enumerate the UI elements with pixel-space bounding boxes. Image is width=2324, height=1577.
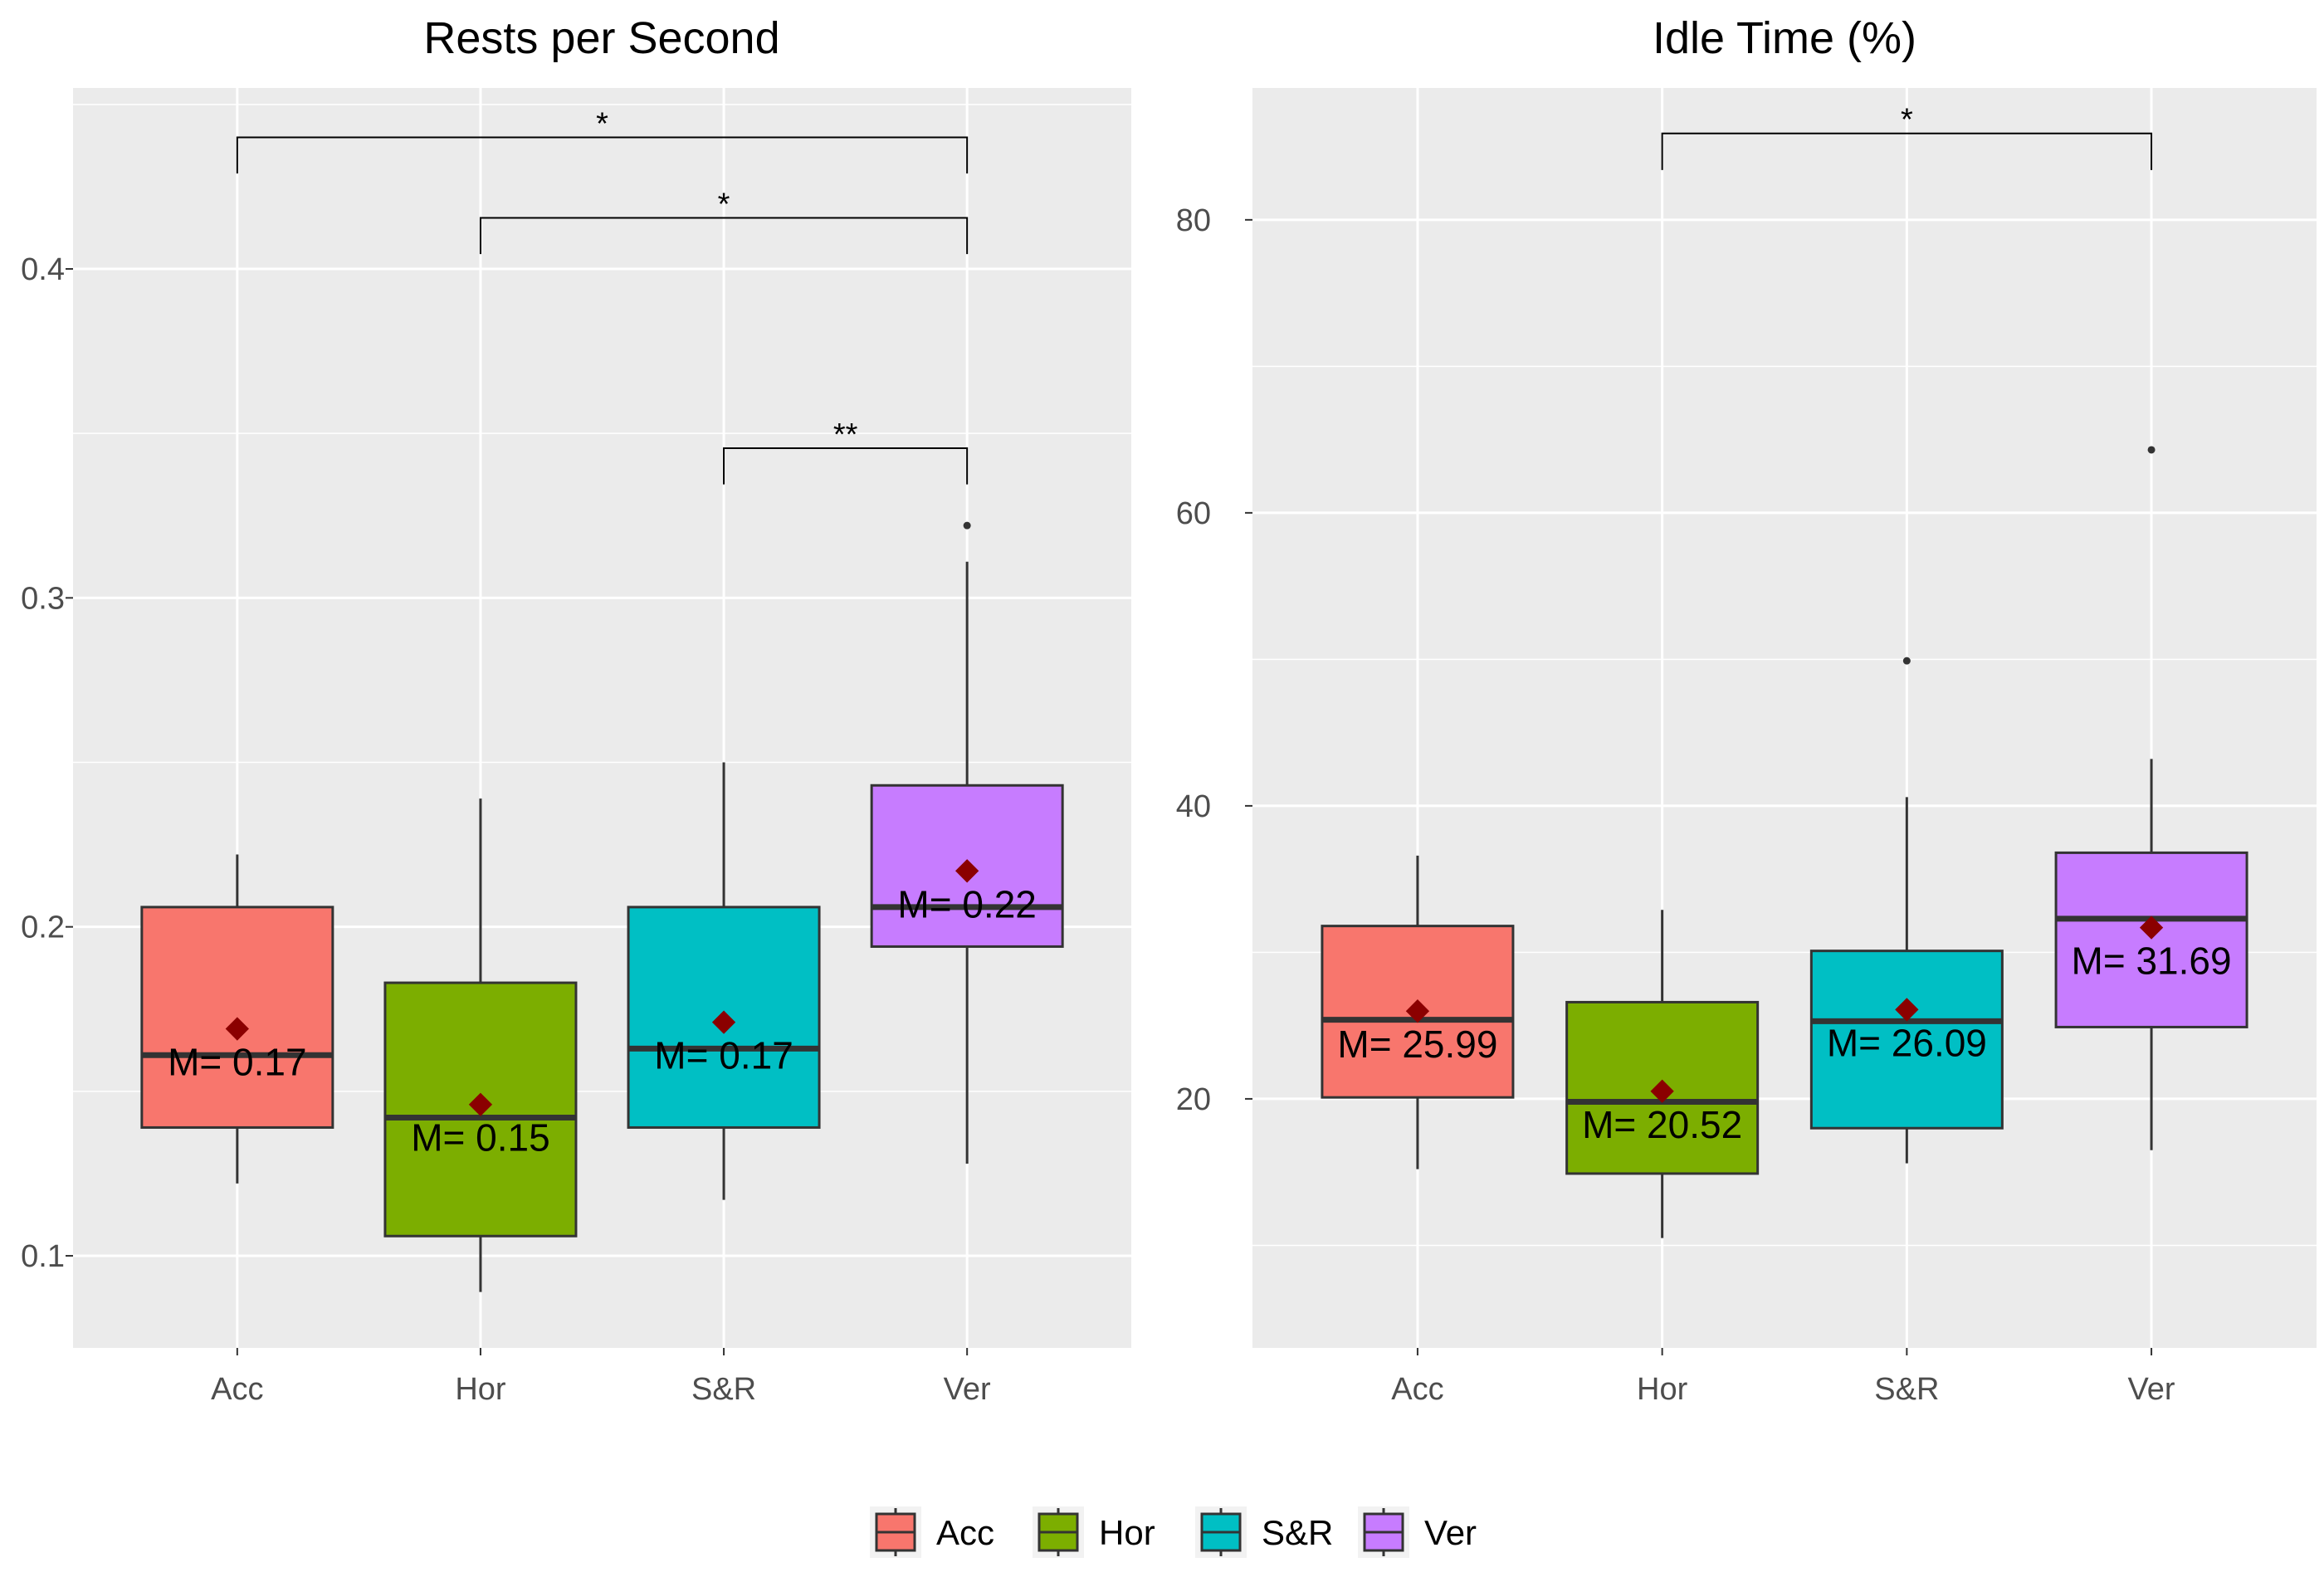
y-tick-label: 40 (1176, 789, 1211, 824)
bracket-line (1661, 132, 2153, 170)
y-tick-label: 0.1 (21, 1239, 65, 1274)
y-tick-label: 0.3 (21, 581, 65, 616)
panel-title: Idle Time (%) (1653, 13, 1916, 63)
mean-marker (2139, 915, 2164, 940)
mean-label: M= 26.09 (1827, 1021, 1987, 1064)
legend-label: Ver (1424, 1513, 1477, 1552)
legend-label: Acc (936, 1513, 994, 1552)
mean-label: M= 0.15 (411, 1116, 550, 1160)
outlier-point (2147, 446, 2156, 454)
bracket-line (479, 217, 969, 255)
box-sr: M= 0.17 (627, 762, 821, 1200)
y-tick-label: 20 (1176, 1082, 1211, 1117)
mean-marker (955, 859, 979, 883)
mean-label: M= 31.69 (2072, 940, 2232, 983)
panel-rests-per-second: Rests per Second 0.1 0.2 0.3 0.4 Acc Hor S&R Ve… (21, 13, 1131, 1407)
bracket-line (236, 136, 969, 174)
box-hor: M= 20.52 (1565, 910, 1760, 1238)
mean-label: M= 0.17 (168, 1041, 307, 1084)
box-ver: M= 0.22 (870, 521, 1064, 1164)
x-tick-label: Ver (944, 1372, 991, 1407)
mean-marker (468, 1092, 493, 1116)
box-sr: M= 26.09 (1809, 657, 2004, 1164)
x-tick-label: Hor (455, 1372, 506, 1407)
mean-marker (1405, 999, 1430, 1023)
significance-bracket: ** (723, 417, 969, 485)
mean-label: M= 20.52 (1582, 1103, 1742, 1146)
y-tick-label: 60 (1176, 496, 1211, 531)
box-body (1809, 950, 2004, 1130)
x-tick-label: Acc (211, 1372, 263, 1407)
mean-label: M= 0.17 (654, 1034, 793, 1077)
legend-label: S&R (1262, 1513, 1333, 1552)
legend-item-hor: Hor (1033, 1506, 1155, 1558)
panel-idle-time: Idle Time (%) 20 40 60 80 Acc Hor S&R Ver M= 25.… (1176, 13, 2317, 1407)
plot-area: 0.1 0.2 0.3 0.4 Acc Hor S&R Ver M= 0.17 M= 0.15 M=… (21, 88, 1131, 1407)
outlier-point (1902, 657, 1911, 665)
box-acc: M= 0.17 (140, 854, 334, 1184)
x-tick-label: S&R (1874, 1372, 1939, 1407)
x-tick-label: Ver (2128, 1372, 2175, 1407)
significance-label: * (718, 188, 730, 222)
significance-label: * (1901, 103, 1913, 138)
plot-area: 20 40 60 80 Acc Hor S&R Ver M= 25.99 M= 20.52 M= 2… (1176, 88, 2317, 1407)
bracket-line (723, 447, 969, 485)
mean-marker (1650, 1079, 1674, 1103)
legend-item-acc: Acc (870, 1506, 994, 1558)
y-tick-label: 80 (1176, 203, 1211, 238)
x-tick-label: S&R (691, 1372, 756, 1407)
legend-label: Hor (1099, 1513, 1155, 1552)
box-hor: M= 0.15 (383, 798, 578, 1292)
outlier-point (963, 521, 971, 530)
y-tick-label: 0.2 (21, 911, 65, 945)
panel-background (1252, 88, 2317, 1348)
x-tick-label: Hor (1637, 1372, 1688, 1407)
box-body (2054, 851, 2248, 1028)
x-tick-label: Acc (1391, 1372, 1443, 1407)
legend: Acc Hor S&R Ver (870, 1506, 1477, 1558)
mean-marker (1895, 998, 1919, 1022)
significance-bracket: * (479, 188, 969, 255)
box-ver: M= 31.69 (2054, 446, 2248, 1150)
significance-label: * (596, 106, 608, 141)
box-acc: M= 25.99 (1321, 855, 1515, 1169)
legend-item-ver: Ver (1358, 1506, 1477, 1558)
y-tick-label: 0.4 (21, 252, 65, 287)
mean-marker (225, 1017, 249, 1041)
mean-label: M= 0.22 (897, 882, 1037, 925)
mean-label: M= 25.99 (1337, 1023, 1497, 1066)
significance-bracket: * (236, 106, 969, 174)
significance-bracket: * (1661, 103, 2153, 170)
significance-label: ** (833, 417, 858, 452)
panel-title: Rests per Second (423, 13, 779, 63)
mean-marker (711, 1010, 736, 1034)
panel-background (73, 88, 1131, 1348)
legend-item-sr: S&R (1195, 1506, 1333, 1558)
